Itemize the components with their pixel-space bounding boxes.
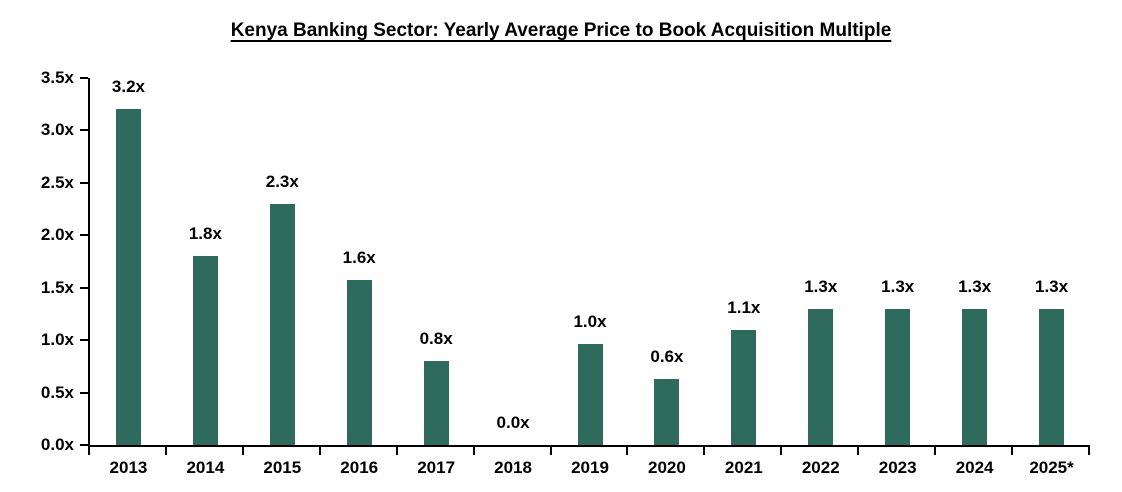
bar-label-2023: 1.3x bbox=[881, 276, 915, 296]
y-axis-label: 3.5x bbox=[40, 68, 74, 87]
x-label-2016: 2016 bbox=[340, 458, 379, 477]
bar-2022 bbox=[808, 308, 834, 445]
x-label-2017: 2017 bbox=[417, 458, 456, 477]
bar-2017 bbox=[423, 361, 449, 445]
bar-label-2018: 0.0x bbox=[496, 413, 530, 432]
x-axis-tick bbox=[1088, 447, 1090, 455]
bar-label-2024: 1.3x bbox=[958, 276, 992, 296]
bar-2024 bbox=[962, 308, 988, 445]
x-axis-tick bbox=[472, 447, 475, 455]
y-axis-tick bbox=[80, 391, 88, 394]
bar-2023 bbox=[885, 308, 911, 445]
x-axis-tick bbox=[857, 447, 860, 455]
x-axis-tick bbox=[1011, 447, 1014, 455]
bar-2016 bbox=[346, 280, 372, 445]
bar-2013 bbox=[115, 109, 141, 445]
y-axis-label: 2.0x bbox=[40, 225, 74, 245]
x-label-2021: 2021 bbox=[724, 458, 763, 477]
bar-label-2021: 1.1x bbox=[727, 297, 761, 317]
chart-title: Kenya Banking Sector: Yearly Average Pri… bbox=[230, 20, 892, 41]
y-axis-label: 0.5x bbox=[40, 382, 74, 402]
y-axis-label: 2.5x bbox=[40, 172, 74, 192]
bar-label-2013: 3.2x bbox=[111, 77, 145, 97]
x-label-2025*: 2025* bbox=[1029, 458, 1074, 477]
x-label-2014: 2014 bbox=[186, 458, 225, 477]
x-label-2013: 2013 bbox=[109, 458, 148, 477]
x-axis-tick bbox=[318, 447, 321, 455]
x-label-2018: 2018 bbox=[494, 458, 532, 477]
x-label-2015: 2015 bbox=[263, 458, 302, 477]
y-axis-tick bbox=[80, 181, 88, 184]
plot-area bbox=[88, 78, 1090, 447]
x-axis-tick bbox=[88, 447, 90, 455]
x-axis-tick bbox=[703, 447, 706, 455]
bar-2014 bbox=[192, 256, 218, 445]
x-axis-tick bbox=[626, 447, 629, 455]
x-axis-tick bbox=[241, 447, 244, 455]
bar-label-2016: 1.6x bbox=[342, 248, 376, 268]
y-axis-tick bbox=[80, 234, 88, 237]
x-axis-tick bbox=[934, 447, 937, 455]
y-axis-tick bbox=[80, 339, 88, 342]
y-axis-tick bbox=[80, 77, 88, 79]
bar-label-2017: 0.8x bbox=[419, 329, 453, 349]
x-label-2023: 2023 bbox=[878, 458, 917, 477]
bar-label-2014: 1.8x bbox=[188, 224, 222, 244]
bar-label-2015: 2.3x bbox=[265, 171, 299, 191]
x-axis-tick bbox=[164, 447, 167, 455]
bar-2020 bbox=[654, 378, 680, 445]
x-axis-tick bbox=[780, 447, 783, 455]
bar-2015 bbox=[269, 203, 295, 445]
bar-2025* bbox=[1039, 308, 1065, 445]
bar-2019 bbox=[577, 344, 603, 445]
y-axis-label: 0.0x bbox=[40, 435, 74, 454]
bar-2021 bbox=[731, 329, 757, 445]
y-axis-tick bbox=[80, 286, 88, 289]
x-label-2022: 2022 bbox=[801, 458, 840, 477]
y-axis-label: 3.0x bbox=[40, 120, 74, 140]
x-axis-tick bbox=[549, 447, 552, 455]
bar-label-2025*: 1.3x bbox=[1034, 276, 1069, 296]
y-axis-label: 1.0x bbox=[40, 330, 74, 350]
bar-label-2019: 1.0x bbox=[573, 312, 607, 332]
y-axis-label: 1.5x bbox=[40, 277, 74, 297]
x-label-2019: 2019 bbox=[571, 458, 609, 477]
x-label-2020: 2020 bbox=[648, 458, 686, 477]
bar-label-2022: 1.3x bbox=[804, 276, 838, 296]
x-label-2024: 2024 bbox=[955, 458, 994, 477]
x-axis-tick bbox=[395, 447, 398, 455]
y-axis-tick bbox=[80, 444, 88, 446]
bar-label-2020: 0.6x bbox=[650, 346, 684, 366]
y-axis-tick bbox=[80, 129, 88, 132]
